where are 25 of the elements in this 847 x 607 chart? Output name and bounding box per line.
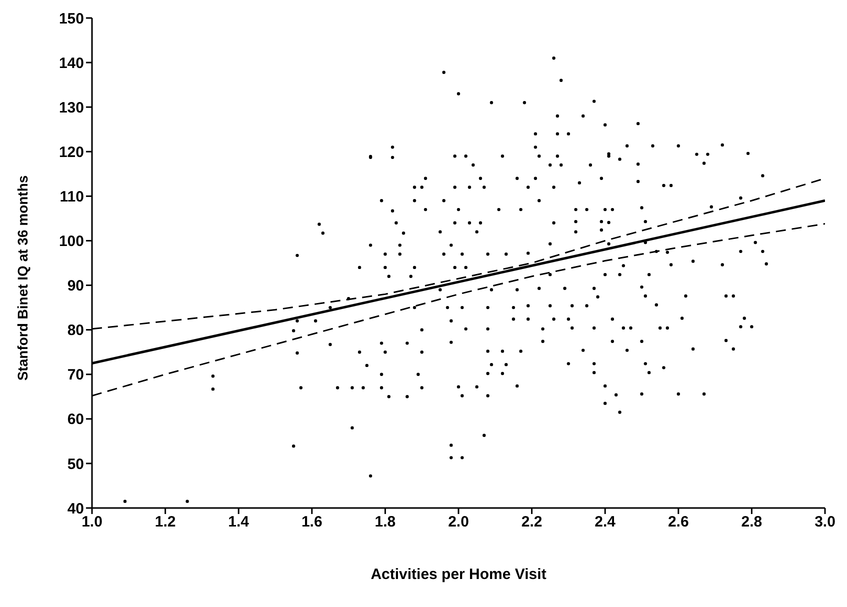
y-tick-label: 130 <box>58 99 84 116</box>
x-tick-label: 1.0 <box>82 514 102 531</box>
x-tick-label: 2.0 <box>448 514 469 531</box>
y-tick-label: 90 <box>67 278 84 295</box>
x-tick-label: 2.4 <box>594 514 616 531</box>
x-tick-label: 2.8 <box>741 514 762 531</box>
y-tick-label: 50 <box>67 456 84 473</box>
x-tick-label: 1.6 <box>301 514 322 531</box>
y-tick-label: 100 <box>58 233 84 250</box>
y-tick-label: 60 <box>67 411 84 428</box>
x-tick-label: 3.0 <box>814 514 836 531</box>
x-tick-label: 1.4 <box>228 514 250 531</box>
x-tick-label: 2.2 <box>521 514 542 531</box>
x-tick-label: 2.6 <box>668 514 689 531</box>
y-tick-label: 110 <box>60 188 84 206</box>
y-tick-label: 140 <box>58 54 84 72</box>
y-tick-label: 70 <box>67 366 84 384</box>
x-tick-label: 1.2 <box>154 514 176 531</box>
y-axis-title: Stanford Binet IQ at 36 months <box>15 175 32 381</box>
y-tick-label: 150 <box>58 10 84 28</box>
y-tick-label: 120 <box>58 144 84 161</box>
x-axis-title: Activities per Home Visit <box>370 566 548 583</box>
x-tick-label: 1.8 <box>374 514 396 531</box>
y-tick-label: 40 <box>67 500 84 518</box>
y-tick-label: 80 <box>67 322 84 340</box>
